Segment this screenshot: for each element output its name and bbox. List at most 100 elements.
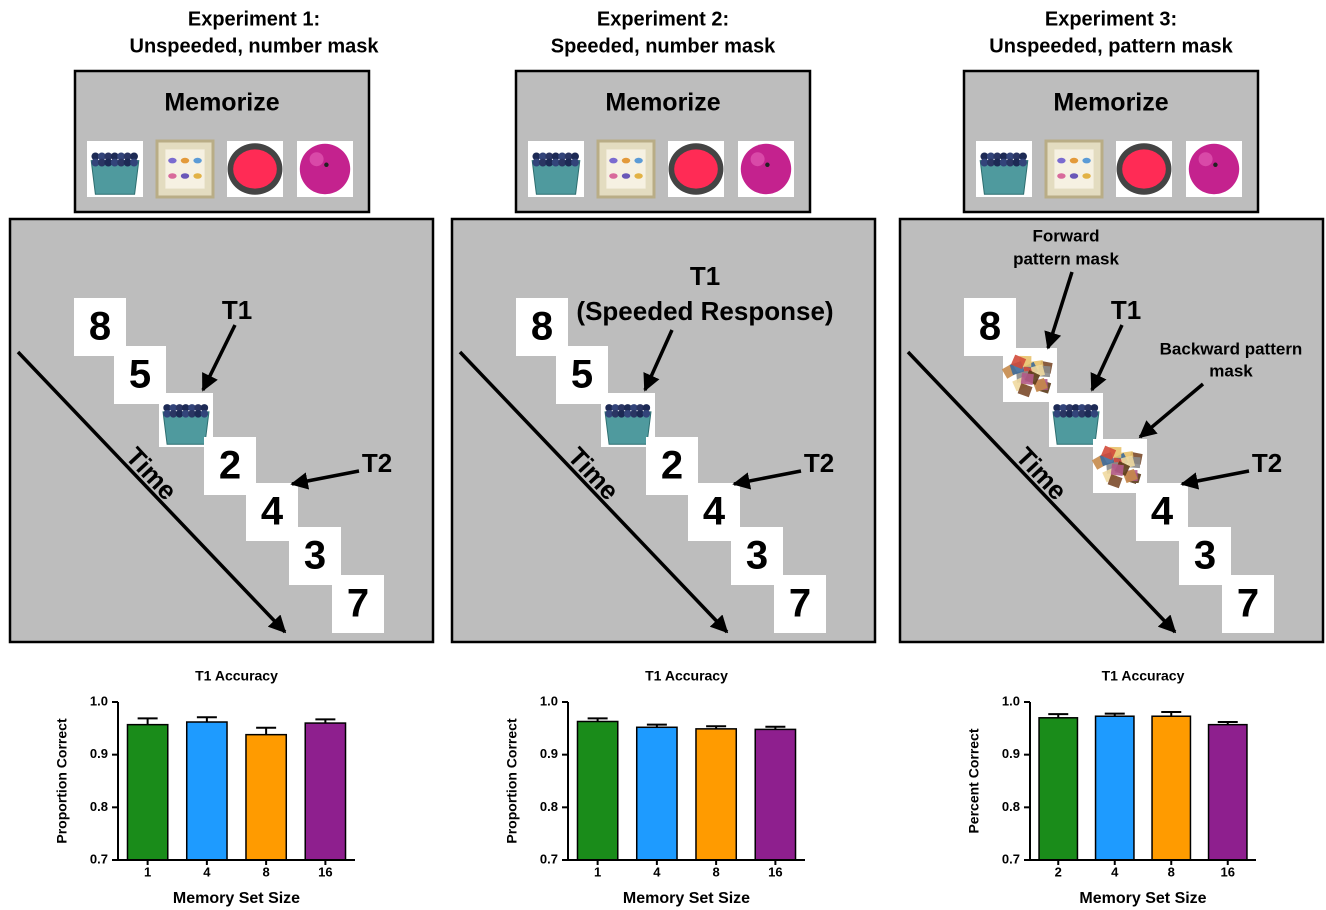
berry	[1091, 410, 1099, 418]
panel-title: Experiment 1:	[188, 8, 320, 30]
butterfly	[609, 158, 617, 164]
ball-image	[738, 141, 794, 197]
stream-digit: 3	[304, 534, 326, 578]
y-tick-label: 0.7	[1002, 851, 1020, 866]
berry	[1019, 159, 1027, 167]
t1-label: T1	[690, 261, 720, 291]
butterfly-image	[598, 141, 654, 197]
patch	[1111, 464, 1124, 476]
y-tick-label: 0.9	[1002, 746, 1020, 761]
x-tick-label: 4	[653, 864, 661, 879]
butterfly	[634, 158, 642, 164]
butterfly-image	[157, 141, 213, 197]
butterfly	[1082, 158, 1090, 164]
x-tick-label: 8	[263, 864, 270, 879]
figure: Experiment 1: Unspeeded, number mask Memor…	[0, 0, 1326, 910]
bar	[187, 722, 227, 860]
berry-image	[528, 141, 584, 197]
stream-digit: 2	[661, 444, 683, 488]
ball	[741, 144, 791, 194]
forward-mask-label: Forward	[1032, 226, 1099, 245]
y-axis-label: Proportion Correct	[54, 718, 70, 844]
hole	[765, 163, 769, 167]
y-tick-label: 0.7	[90, 851, 108, 866]
stream-digit: 4	[1151, 490, 1174, 534]
x-tick-label: 8	[1168, 864, 1175, 879]
bar	[696, 729, 736, 860]
forward-mask-label: pattern mask	[1013, 249, 1119, 268]
butterfly	[1057, 158, 1065, 164]
x-tick-label: 4	[1111, 864, 1119, 879]
bar	[1209, 725, 1247, 860]
berry	[130, 159, 138, 167]
butterfly	[609, 173, 617, 179]
x-tick-label: 1	[594, 864, 601, 879]
butterfly	[1070, 173, 1078, 179]
y-axis-label: Proportion Correct	[504, 718, 520, 844]
t1-label: T1	[1111, 295, 1141, 325]
butterfly	[1082, 173, 1090, 179]
bar	[577, 721, 617, 860]
berry	[201, 410, 209, 418]
button-image	[1116, 141, 1172, 197]
hole	[324, 163, 328, 167]
memorize-label: Memorize	[1053, 89, 1168, 117]
t2-label: T2	[1252, 448, 1282, 478]
y-tick-label: 0.8	[540, 799, 558, 814]
memorize-label: Memorize	[164, 89, 279, 117]
chart-title: T1 Accuracy	[195, 668, 278, 684]
y-tick-label: 1.0	[1002, 693, 1020, 708]
butterfly	[168, 173, 176, 179]
panel-title: Unspeeded, pattern mask	[989, 35, 1233, 57]
berry-image	[1049, 393, 1103, 447]
chart-title: T1 Accuracy	[645, 668, 728, 684]
ball-image	[297, 141, 353, 197]
stream-digit: 7	[789, 582, 811, 626]
bar	[246, 735, 286, 860]
canvas	[606, 149, 645, 188]
button-image	[227, 141, 283, 197]
shine	[310, 152, 324, 166]
backward-mask-label: Backward pattern	[1160, 339, 1303, 358]
ball	[300, 144, 350, 194]
face	[233, 149, 277, 188]
x-tick-label: 1	[144, 864, 151, 879]
bar	[1152, 716, 1190, 860]
bar	[755, 729, 795, 860]
t1-label: (Speeded Response)	[576, 296, 833, 326]
t1-label: T1	[222, 295, 252, 325]
y-axis-label: Percent Correct	[966, 728, 982, 833]
butterfly	[181, 158, 189, 164]
bar	[1039, 718, 1077, 860]
button-image	[668, 141, 724, 197]
y-tick-label: 1.0	[90, 693, 108, 708]
chart-title: T1 Accuracy	[1102, 668, 1185, 684]
y-tick-label: 0.9	[90, 746, 108, 761]
memorize-label: Memorize	[605, 89, 720, 117]
x-axis-label: Memory Set Size	[173, 890, 300, 907]
bar	[127, 725, 167, 860]
x-tick-label: 2	[1055, 864, 1062, 879]
y-tick-label: 0.9	[540, 746, 558, 761]
x-tick-label: 16	[1221, 864, 1235, 879]
bar	[1096, 716, 1134, 860]
stream-digit: 5	[571, 353, 593, 397]
butterfly	[168, 158, 176, 164]
x-tick-label: 16	[318, 864, 332, 879]
x-tick-label: 16	[768, 864, 782, 879]
stream-digit: 3	[1194, 534, 1216, 578]
bar	[305, 723, 345, 860]
panel-title: Unspeeded, number mask	[130, 35, 380, 57]
butterfly	[181, 173, 189, 179]
stream-digit: 4	[261, 490, 284, 534]
stream-digit: 8	[89, 305, 111, 349]
patch	[1021, 373, 1034, 385]
y-tick-label: 0.8	[90, 799, 108, 814]
stream-digit: 7	[347, 582, 369, 626]
panel-title: Experiment 2:	[597, 8, 729, 30]
x-tick-label: 8	[713, 864, 720, 879]
butterfly	[622, 173, 630, 179]
face	[1122, 149, 1166, 188]
y-tick-label: 1.0	[540, 693, 558, 708]
canvas	[165, 149, 204, 188]
